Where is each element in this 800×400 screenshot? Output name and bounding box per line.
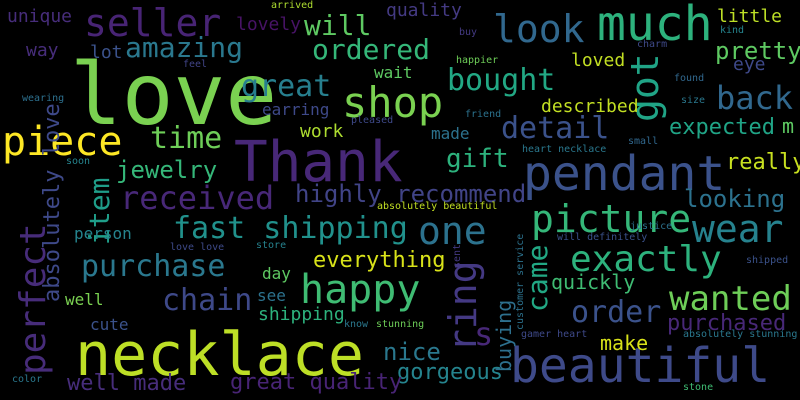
word-friend: friend [465, 109, 502, 120]
word-pretty: pretty [715, 37, 800, 65]
word-absolutely-love: absolutely love [40, 103, 65, 302]
word-sent: sent [452, 243, 463, 268]
word-small: small [628, 136, 659, 147]
word-lovely: lovely [236, 14, 302, 35]
word-shop: shop [342, 78, 444, 127]
word-everything: everything [313, 248, 446, 273]
word-thank: Thank [234, 130, 403, 195]
word-loved: loved [571, 50, 626, 71]
word-know: know [344, 319, 369, 330]
word-quickly: quickly [551, 270, 636, 294]
word-jewelry: jewelry [116, 156, 218, 184]
word-described: described [541, 96, 639, 117]
word-day: day [262, 264, 291, 283]
word-well: well [65, 290, 104, 309]
word-will: will [304, 9, 372, 42]
word-came: came [521, 244, 554, 312]
word-kind: kind [720, 25, 745, 36]
word-pleased: pleased [351, 115, 394, 126]
word-much: much [597, 0, 713, 52]
word-bought: bought [447, 63, 556, 98]
word-really: really [726, 150, 800, 175]
word-person: person [74, 224, 132, 243]
word-great: great [241, 69, 332, 104]
word-beautiful: beautiful [510, 338, 771, 394]
word-gift: gift [446, 144, 509, 174]
word-color: color [12, 374, 43, 385]
word-nice: nice [383, 338, 441, 366]
word-looking: looking [684, 185, 786, 213]
word-make: make [600, 331, 649, 355]
word-purchase: purchase [81, 249, 226, 284]
word-order: order [571, 295, 662, 330]
word-piece: piece [2, 119, 123, 165]
word-m: m [782, 114, 795, 138]
word-found: found [674, 73, 705, 84]
word-s: s [474, 315, 494, 353]
word-wait: wait [374, 63, 413, 82]
word-see: see [257, 286, 286, 305]
word-heart-necklace: heart necklace [522, 144, 607, 155]
word-exactly: exactly [570, 239, 722, 280]
word-wear: wear [692, 207, 784, 251]
word-gamer-heart: gamer heart [521, 329, 588, 340]
word-look: look [493, 7, 585, 51]
word-shipped: shipped [746, 255, 789, 266]
word-expected: expected [669, 115, 775, 140]
word-absolutely-stunning: absolutely stunning [683, 329, 798, 340]
word-buying: buying [492, 299, 516, 372]
word-received: received [120, 179, 275, 217]
word-amazing: amazing [125, 31, 244, 64]
word-wearing: wearing [22, 93, 65, 104]
word-stone: stone [683, 382, 714, 393]
word-will-definitely: will definitely [557, 232, 648, 243]
word-love: love [70, 45, 278, 145]
word-great-quality: great quality [230, 370, 403, 395]
word-customer-service: customer service [515, 233, 526, 330]
word-shipping: shipping [258, 304, 345, 325]
word-unique: unique [7, 6, 73, 27]
word-justice: justice [630, 221, 673, 232]
word-lot: lot [90, 42, 123, 63]
word-fast-shipping: fast shipping [173, 211, 408, 246]
word-way: way [26, 40, 59, 61]
word-ordered: ordered [312, 33, 431, 66]
word-absolutely-beautiful: absolutely beautiful [377, 201, 498, 212]
word-highly-recommend: highly recommend [295, 180, 527, 208]
word-picture: picture [531, 197, 692, 241]
word-charm: charm [637, 39, 668, 50]
word-seller: seller [84, 1, 222, 45]
word-eye: eye [733, 54, 766, 75]
word-made: made [431, 124, 470, 143]
word-quality: quality [386, 0, 462, 21]
word-earring: earring [262, 100, 330, 119]
word-happier: happier [456, 55, 499, 66]
word-size: size [681, 95, 706, 106]
word-store: store [256, 240, 287, 251]
word-gorgeous: gorgeous [397, 360, 503, 385]
word-stunning: stunning [376, 319, 425, 330]
word-happy: happy [300, 267, 421, 313]
word-chain: chain [162, 283, 253, 318]
word-soon: soon [66, 156, 91, 167]
word-work: work [300, 121, 344, 142]
word-pendant: pendant [523, 146, 726, 202]
word-well-made: well made [67, 371, 187, 396]
word-purchased: purchased [667, 311, 787, 336]
word-back: back [716, 79, 794, 117]
word-necklace: necklace [75, 320, 364, 390]
word-little: little [717, 6, 783, 27]
word-feel: feel [183, 59, 208, 70]
word-cute: cute [90, 315, 129, 334]
word-time: time [150, 121, 223, 156]
word-detail: detail [501, 111, 610, 146]
word-love-love: love love [170, 242, 225, 253]
word-arrived: arrived [271, 0, 314, 11]
word-wanted: wanted [669, 279, 792, 319]
word-buy: buy [459, 27, 478, 38]
word-one: one [418, 209, 487, 253]
